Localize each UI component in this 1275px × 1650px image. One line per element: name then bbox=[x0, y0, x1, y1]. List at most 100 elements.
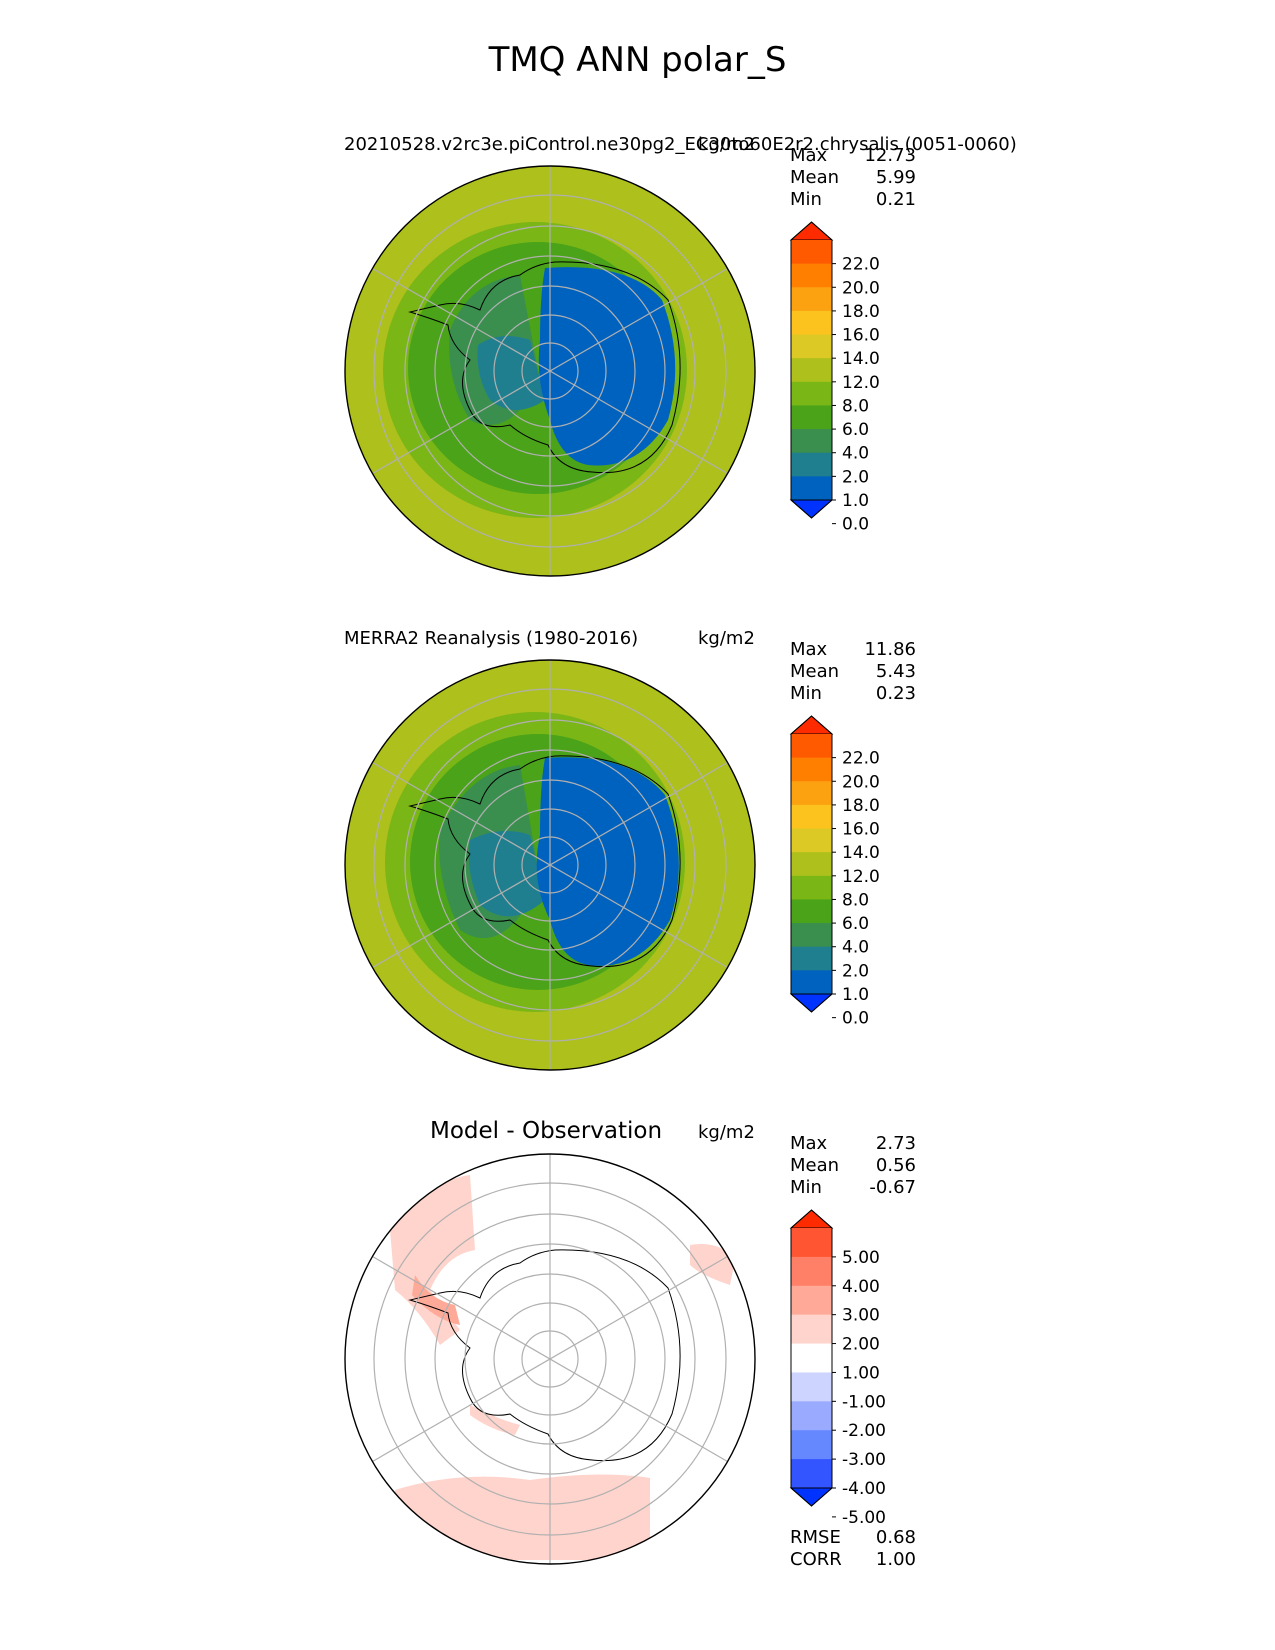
colorbar2-tick-label: 14.0 bbox=[842, 843, 880, 863]
panel1-title: 20210528.v2rc3e.piControl.ne30pg2_EC30to… bbox=[344, 134, 1017, 155]
figure-title: TMQ ANN polar_S bbox=[488, 40, 787, 80]
panel1-field-core bbox=[538, 267, 676, 466]
colorbar1-tick-label: 1.0 bbox=[842, 491, 869, 511]
colorbar1-outline bbox=[790, 221, 833, 519]
colorbar1-tick-label: 4.0 bbox=[842, 444, 869, 464]
colorbar1-tick-label: 8.0 bbox=[842, 396, 869, 416]
panel1-units: kg/m2 bbox=[698, 134, 755, 155]
panel3-stat-min: -0.67 bbox=[869, 1177, 916, 1198]
colorbar1-tick-label: 6.0 bbox=[842, 420, 869, 440]
panel3-corr: 1.00 bbox=[875, 1549, 916, 1570]
colorbar1-tick-label: 18.0 bbox=[842, 302, 880, 322]
panel2-field-ring-1 bbox=[468, 831, 545, 917]
colorbar3-tick-label: 2.00 bbox=[842, 1335, 880, 1355]
colorbar3-extend-min bbox=[789, 1487, 834, 1507]
colorbar2-tick-label: 8.0 bbox=[842, 890, 869, 910]
panel3-stat-min-label: Min bbox=[790, 1177, 822, 1198]
panel2-title: MERRA2 Reanalysis (1980-2016) bbox=[344, 628, 639, 649]
panel2-field-outer bbox=[345, 660, 755, 1070]
panel2-stat-min: 0.23 bbox=[875, 683, 916, 704]
panel3-rmse: 0.68 bbox=[875, 1527, 916, 1548]
panel1-stat-max: 12.73 bbox=[864, 145, 916, 166]
colorbar2-segment bbox=[791, 923, 832, 948]
colorbar1-segment bbox=[791, 334, 832, 359]
panel3-stat-max-label: Max bbox=[790, 1133, 828, 1154]
colorbar3-segment bbox=[791, 1401, 832, 1431]
colorbar3-segment bbox=[791, 1285, 832, 1316]
panel3-field-background bbox=[345, 1154, 755, 1564]
colorbar1-segment bbox=[791, 381, 832, 406]
colorbar3-tick-label: -2.00 bbox=[842, 1421, 886, 1441]
panel2-stat-min-label: Min bbox=[790, 683, 822, 704]
panel2-map bbox=[344, 659, 756, 1071]
colorbar2-tick-label: 0.0 bbox=[842, 1009, 869, 1029]
panel3-map bbox=[344, 1153, 756, 1565]
panel2-stat-max-label: Max bbox=[790, 639, 828, 660]
panel1-field-ring-2 bbox=[449, 275, 540, 425]
colorbar1-extend-min bbox=[789, 499, 834, 519]
colorbar2-segment bbox=[791, 757, 832, 782]
colorbar2-tick-label: 20.0 bbox=[842, 772, 880, 792]
colorbars: 22.020.018.016.014.012.08.06.04.02.01.00… bbox=[789, 221, 886, 1528]
colorbar2-tick-label: 4.0 bbox=[842, 938, 869, 958]
colorbar3-segment bbox=[791, 1256, 832, 1287]
panel3-units: kg/m2 bbox=[698, 1122, 755, 1143]
panel1-map bbox=[344, 165, 756, 577]
colorbar1-tick-label: 20.0 bbox=[842, 278, 880, 298]
panel3-field-positive bbox=[390, 1175, 735, 1560]
colorbar1-tick-label: 2.0 bbox=[842, 467, 869, 487]
panel2-field-ring-4 bbox=[410, 734, 666, 990]
panel1-coastline bbox=[408, 261, 681, 474]
colorbar3-segment bbox=[791, 1314, 832, 1345]
colorbar3-segment bbox=[791, 1372, 832, 1402]
panel1-graticule bbox=[372, 166, 728, 576]
panel3-corr-label: CORR bbox=[790, 1549, 842, 1570]
colorbar2-segment bbox=[791, 804, 832, 830]
panel2-map-border bbox=[344, 659, 756, 1071]
panel3-stat-mean-label: Mean bbox=[790, 1155, 840, 1176]
colorbar1-segment bbox=[791, 429, 832, 454]
panel2-field-core bbox=[536, 757, 679, 966]
colorbar2-segment bbox=[791, 852, 832, 877]
colorbar2-tick-label: 6.0 bbox=[842, 914, 869, 934]
colorbar2-segment bbox=[791, 946, 832, 971]
colorbar1-tick-label: 0.0 bbox=[842, 515, 869, 535]
panel1-stat-min: 0.21 bbox=[875, 189, 916, 210]
colorbar2-extend-max bbox=[789, 715, 834, 735]
panel2-stat-mean: 5.43 bbox=[875, 661, 916, 682]
colorbar2-tick-label: 18.0 bbox=[842, 796, 880, 816]
colorbar2-segment bbox=[791, 875, 832, 900]
colorbar1-segment bbox=[791, 310, 832, 336]
panel1-stat-mean: 5.99 bbox=[875, 167, 916, 188]
panel1-stat-max-label: Max bbox=[790, 145, 828, 166]
panel2-stat-max: 11.86 bbox=[864, 639, 916, 660]
panel1-field-ring-1 bbox=[477, 336, 545, 410]
colorbar2-tick-label: 1.0 bbox=[842, 985, 869, 1005]
colorbar3-tick-label: 1.00 bbox=[842, 1363, 880, 1383]
panel3-stat-mean: 0.56 bbox=[875, 1155, 916, 1176]
panel2-stat-mean-label: Mean bbox=[790, 661, 840, 682]
panel3-stat-max: 2.73 bbox=[875, 1133, 916, 1154]
colorbar3-tick-label: 3.00 bbox=[842, 1306, 880, 1326]
colorbar2-tick-label: 2.0 bbox=[842, 961, 869, 981]
colorbar2-tick-label: 12.0 bbox=[842, 867, 880, 887]
panel2-graticule bbox=[372, 660, 728, 1070]
colorbar2-tick-label: 16.0 bbox=[842, 820, 880, 840]
colorbar3-segment bbox=[791, 1430, 832, 1460]
colorbar1-tick-label: 14.0 bbox=[842, 349, 880, 369]
colorbar3-tick-label: 5.00 bbox=[842, 1248, 880, 1268]
panel3-rmse-label: RMSE bbox=[790, 1527, 841, 1548]
colorbar1-segment bbox=[791, 358, 832, 383]
colorbar1-segment bbox=[791, 263, 832, 288]
colorbar2-extend-min bbox=[789, 993, 834, 1013]
colorbar2-segment bbox=[791, 781, 832, 806]
colorbar2-segment bbox=[791, 970, 832, 995]
colorbar1-extend-max bbox=[789, 221, 834, 241]
panel1-field-ring-6 bbox=[383, 222, 687, 518]
colorbar2-segment bbox=[791, 899, 832, 924]
colorbar1-segment bbox=[791, 452, 832, 477]
colorbar1-segment bbox=[791, 240, 832, 265]
panel1-stat-min-label: Min bbox=[790, 189, 822, 210]
colorbar2-tick-label: 22.0 bbox=[842, 749, 880, 769]
panel3-graticule bbox=[372, 1154, 728, 1564]
